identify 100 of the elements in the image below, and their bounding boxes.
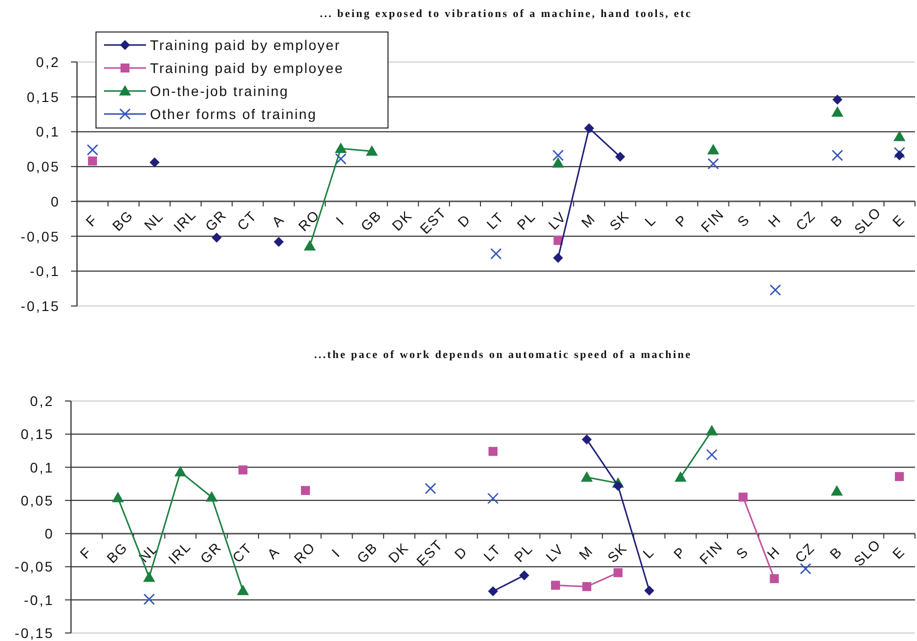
point xyxy=(487,492,499,504)
x-tick-label: F xyxy=(82,211,101,230)
point xyxy=(706,424,718,436)
x-tick-label: RO xyxy=(290,538,318,566)
point xyxy=(770,284,782,296)
point xyxy=(300,486,310,495)
x-tick-label: L xyxy=(642,212,660,230)
point xyxy=(552,157,564,168)
point xyxy=(274,236,284,247)
x-tick-label: LT xyxy=(480,540,504,564)
point xyxy=(206,491,218,502)
x-tick-label: F xyxy=(76,544,95,562)
point xyxy=(582,582,592,592)
x-tick-label: BG xyxy=(103,539,130,566)
point xyxy=(112,492,124,502)
point xyxy=(334,142,347,153)
point xyxy=(584,123,594,134)
x-tick-label: GB xyxy=(354,539,381,566)
y-tick-label: 0,15 xyxy=(20,426,54,442)
y-tick-label: 0,2 xyxy=(30,393,54,409)
x-tick-label: IRL xyxy=(170,206,200,235)
point xyxy=(236,584,249,596)
point xyxy=(212,232,222,243)
point xyxy=(488,586,498,596)
point xyxy=(831,106,844,117)
x-tick-label: E xyxy=(889,211,908,230)
x-tick-label: PL xyxy=(514,208,539,233)
x-tick-label: M xyxy=(578,210,598,231)
x-tick-label: D xyxy=(451,543,470,562)
point xyxy=(488,446,498,456)
x-tick-label: LT xyxy=(483,208,507,232)
x-tick-label: DK xyxy=(385,539,412,566)
point xyxy=(86,144,98,156)
point xyxy=(335,153,347,165)
x-tick-label: I xyxy=(332,213,348,228)
x-tick-label: FIN xyxy=(698,206,728,236)
point xyxy=(88,156,98,166)
point xyxy=(143,571,156,582)
x-tick-label: CT xyxy=(234,208,260,234)
point xyxy=(644,586,654,596)
x-tick-label: IRL xyxy=(165,538,194,568)
point xyxy=(490,248,502,260)
point xyxy=(674,471,687,482)
point xyxy=(366,145,378,156)
point xyxy=(174,466,186,476)
x-tick-label: P xyxy=(672,211,691,230)
y-tick-label: -0,05 xyxy=(20,228,60,244)
x-tick-label: LV xyxy=(542,540,567,565)
x-tick-label: L xyxy=(640,544,658,562)
point xyxy=(424,482,436,494)
y-tick-label: 0,1 xyxy=(30,459,54,476)
point xyxy=(552,150,564,162)
x-tick-label: S xyxy=(732,543,752,562)
y-tick-label: -0,1 xyxy=(24,592,54,608)
point xyxy=(304,240,316,251)
y-tick-label: 0,15 xyxy=(26,88,60,105)
x-tick-label: B xyxy=(826,543,846,562)
y-tick-label: 0,05 xyxy=(26,158,60,175)
point xyxy=(143,593,155,605)
point xyxy=(894,150,904,160)
chart-title: ...the pace of work depends on automatic speed of a machine xyxy=(314,349,692,361)
x-tick-label: LV xyxy=(545,208,570,233)
point xyxy=(553,252,564,263)
point xyxy=(614,568,623,578)
x-tick-label: E xyxy=(889,543,908,562)
x-tick-label: GB xyxy=(357,206,384,234)
y-tick-label: 0,2 xyxy=(36,54,60,70)
legend-label: Training paid by employer xyxy=(150,37,341,53)
x-tick-label: B xyxy=(827,211,846,230)
y-tick-label: -0,15 xyxy=(14,625,54,641)
x-tick-label: D xyxy=(454,210,474,230)
y-tick-label: 0 xyxy=(44,526,54,542)
point xyxy=(770,574,779,584)
point xyxy=(706,448,718,460)
x-tick-label: H xyxy=(764,210,784,230)
x-tick-label: CT xyxy=(229,540,255,566)
point xyxy=(893,130,906,142)
point xyxy=(519,570,530,580)
legend-label: Other forms of training xyxy=(150,106,317,122)
y-tick-label: -0,1 xyxy=(30,263,60,280)
x-tick-label: NL xyxy=(140,208,166,234)
x-tick-label: SK xyxy=(604,540,630,566)
point xyxy=(582,434,592,444)
x-tick-label: A xyxy=(264,543,283,562)
y-tick-label: 0,05 xyxy=(20,492,54,508)
x-tick-label: S xyxy=(734,211,753,230)
y-tick-label: 0 xyxy=(50,193,60,210)
point xyxy=(738,492,748,502)
point xyxy=(832,94,842,105)
legend-label: On-the-job training xyxy=(150,83,289,99)
x-tick-label: PL xyxy=(510,540,536,566)
x-tick-label: P xyxy=(670,543,689,562)
x-tick-label: M xyxy=(576,542,596,563)
x-tick-label: CZ xyxy=(792,540,818,566)
legend-label: Training paid by employee xyxy=(150,60,344,76)
point xyxy=(613,480,624,491)
point xyxy=(615,152,626,162)
chart-title: ... being exposed to vibrations of a machine, hand tools, etc xyxy=(320,8,692,20)
point xyxy=(708,158,719,170)
x-tick-label: RO xyxy=(295,206,323,234)
